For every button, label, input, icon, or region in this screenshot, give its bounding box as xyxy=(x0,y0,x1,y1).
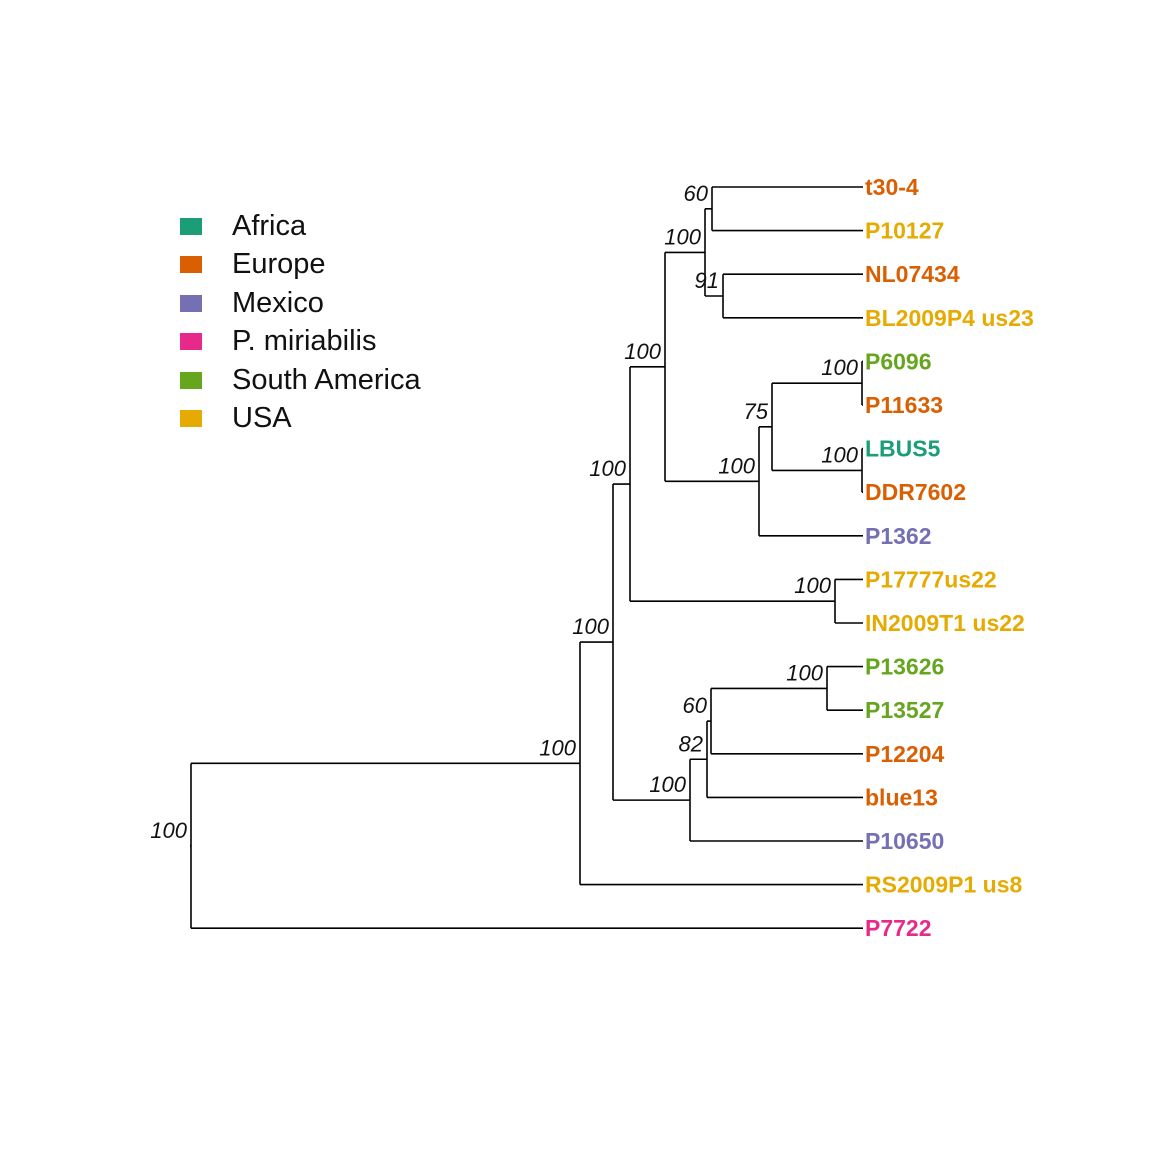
tip-label-p12204: P12204 xyxy=(865,741,945,767)
legend-swatch-south-america xyxy=(180,371,202,389)
tip-label-p11633: P11633 xyxy=(865,392,943,418)
support-value-n11b: 100 xyxy=(821,442,858,467)
support-value-n14: 82 xyxy=(679,731,703,756)
tip-label-nl07434: NL07434 xyxy=(865,261,960,287)
tip-label-p10127: P10127 xyxy=(865,218,944,244)
tip-label-blue13: blue13 xyxy=(865,784,938,810)
support-value-n8: 91 xyxy=(695,268,719,293)
tip-label-p6096: P6096 xyxy=(865,348,932,374)
legend-label-mexico: Mexico xyxy=(232,286,324,319)
legend-item-mexico: Mexico xyxy=(180,284,500,323)
support-value-n2: 100 xyxy=(539,735,576,760)
legend-label-africa: Africa xyxy=(232,209,307,242)
support-value-n16: 100 xyxy=(786,660,823,685)
tip-label-p13626: P13626 xyxy=(865,654,944,680)
tip-label-lbus5: LBUS5 xyxy=(865,436,941,462)
legend-label-p-miriabilis: P. miriabilis xyxy=(232,325,377,358)
tip-label-bl2009p4_us23: BL2009P4 us23 xyxy=(865,305,1034,331)
legend: Africa Europe Mexico P. miriabilis South… xyxy=(180,207,500,438)
support-value-n10: 75 xyxy=(744,399,769,424)
legend-item-south-america: South America xyxy=(180,361,500,400)
support-value-n15: 60 xyxy=(683,693,708,718)
legend-item-p-miriabilis: P. miriabilis xyxy=(180,323,500,362)
tip-labels: t30-4 P10127 NL07434 BL2009P4 us23 P6096 P116… xyxy=(865,174,1034,941)
legend-swatch-usa xyxy=(180,410,202,428)
legend-swatch-europe xyxy=(180,256,202,274)
legend-swatch-p-miriabilis xyxy=(180,333,202,351)
tip-label-p7722: P7722 xyxy=(865,915,932,941)
support-value-n13: 100 xyxy=(649,772,686,797)
tip-label-t30-4: t30-4 xyxy=(865,174,919,200)
tip-label-p13527: P13527 xyxy=(865,697,944,723)
tree-branches xyxy=(190,186,863,930)
support-value-n7: 60 xyxy=(684,181,709,206)
support-values: 100 100 100 100 100 100 60 91 100 75 100 100 100 100 8… xyxy=(150,181,858,843)
support-value-n12: 100 xyxy=(794,573,831,598)
tip-label-p17777us22: P17777us22 xyxy=(865,566,997,592)
tip-label-rs2009p1_us8: RS2009P1 us8 xyxy=(865,872,1022,898)
tip-label-ddr7602: DDR7602 xyxy=(865,479,966,505)
legend-item-usa: USA xyxy=(180,400,500,439)
tip-label-p1362: P1362 xyxy=(865,523,932,549)
tip-label-in2009t1_us22: IN2009T1 us22 xyxy=(865,610,1025,636)
legend-label-europe: Europe xyxy=(232,248,326,281)
legend-label-south-america: South America xyxy=(232,363,421,396)
support-value-n6: 100 xyxy=(664,224,701,249)
tip-label-p10650: P10650 xyxy=(865,828,944,854)
support-value-n5: 100 xyxy=(624,339,661,364)
support-value-n11: 100 xyxy=(821,355,858,380)
legend-item-africa: Africa xyxy=(180,207,500,246)
legend-label-usa: USA xyxy=(232,402,292,435)
support-value-n4: 100 xyxy=(589,456,626,481)
support-value-n9: 100 xyxy=(718,453,755,478)
legend-swatch-africa xyxy=(180,217,202,235)
support-value-n1: 100 xyxy=(150,818,187,843)
legend-item-europe: Europe xyxy=(180,246,500,285)
legend-swatch-mexico xyxy=(180,294,202,312)
support-value-n3: 100 xyxy=(572,614,609,639)
